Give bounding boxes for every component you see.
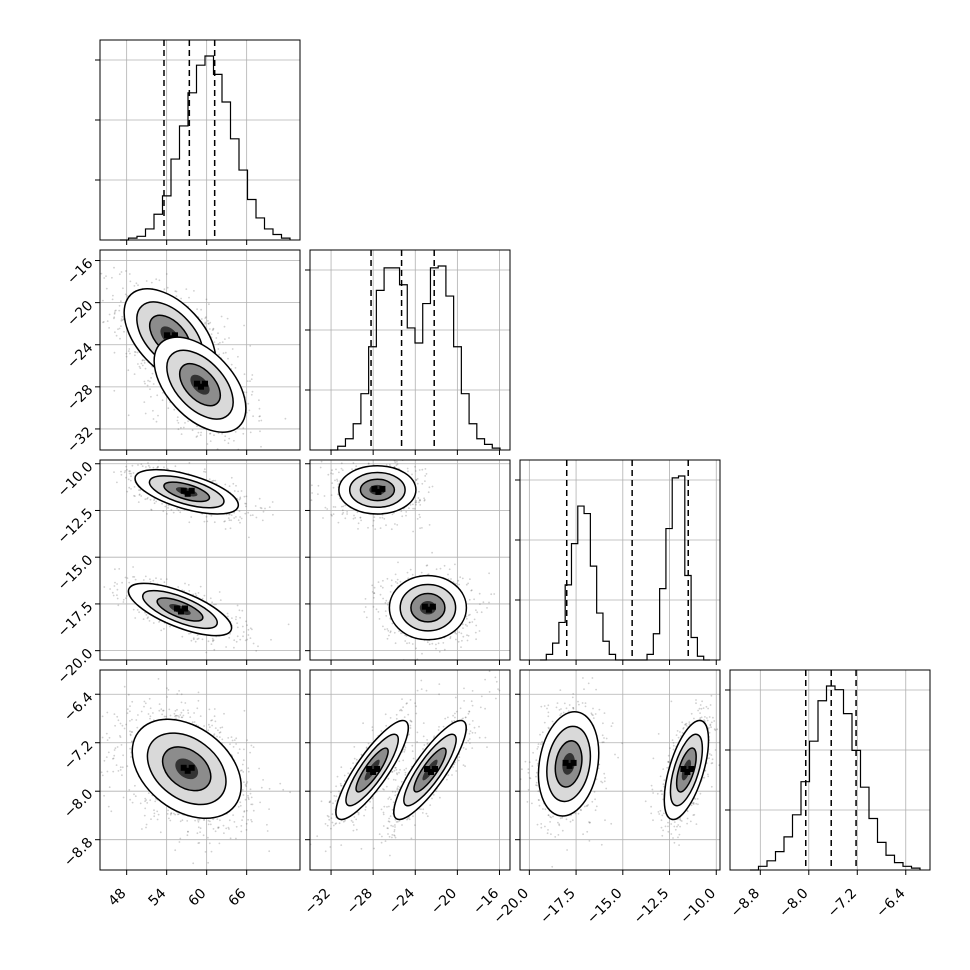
y-tick-label-2-0: −20.0 (55, 646, 97, 688)
panel-frame-2-1 (309, 459, 511, 661)
y-tick-label-2-2: −15.0 (55, 552, 97, 594)
density-panel-3-0 (100, 678, 291, 865)
x-tick-label-0-1: 54 (146, 885, 170, 909)
y-tick-label-3-0: −8.8 (61, 835, 96, 870)
y-tick-label-1-1: −28 (64, 382, 96, 414)
panel-frame-0-0 (99, 39, 301, 241)
histogram-3 (750, 685, 921, 871)
gridlines-0-0 (95, 40, 300, 245)
x-tick-label-0-2: 60 (186, 886, 210, 910)
x-tick-label-1-0: −32 (302, 886, 334, 918)
panel-frame-3-0 (99, 669, 301, 871)
x-tick-label-2-4: −10.0 (677, 886, 719, 928)
x-tick-label-1-1: −28 (344, 886, 376, 918)
gridlines-2-2 (515, 460, 720, 665)
y-tick-label-2-3: −12.5 (55, 506, 97, 548)
histogram-0 (120, 55, 291, 241)
gridlines-1-1 (305, 250, 510, 455)
x-tick-label-3-0: −8.8 (728, 886, 763, 921)
x-tick-label-1-2: −24 (386, 885, 418, 917)
panel-frame-1-1 (309, 249, 511, 451)
y-tick-label-3-2: −7.2 (61, 738, 96, 773)
x-tick-label-0-3: 66 (226, 885, 250, 909)
histogram-2 (540, 475, 710, 661)
y-tick-label-1-4: −16 (64, 256, 96, 288)
gridlines-3-1 (305, 670, 510, 875)
density-panel-3-1 (310, 670, 501, 857)
x-tick-label-2-3: −12.5 (631, 886, 673, 928)
y-tick-label-3-1: −8.0 (61, 786, 96, 821)
y-tick-label-3-3: −6.4 (61, 689, 96, 724)
panel-frame-1-0 (99, 249, 301, 451)
x-tick-label-2-2: −15.0 (584, 886, 626, 928)
y-tick-label-1-0: −32 (64, 424, 96, 456)
x-tick-label-3-1: −8.0 (776, 886, 811, 921)
x-tick-label-1-3: −20 (428, 886, 460, 918)
density-panel-2-0 (100, 460, 290, 654)
density-panel-2-1 (310, 460, 496, 660)
histogram-1 (330, 265, 501, 451)
panel-frame-3-2 (519, 669, 721, 871)
panel-frame-2-0 (99, 459, 301, 661)
density-panel-3-2 (520, 677, 720, 868)
x-tick-label-2-1: −17.5 (537, 886, 579, 928)
panel-frame-2-2 (519, 459, 721, 661)
x-tick-label-3-2: −7.2 (825, 886, 860, 921)
x-tick-label-3-3: −6.4 (873, 885, 908, 920)
x-tick-label-0-0: 48 (106, 886, 130, 910)
y-tick-label-1-3: −20 (64, 298, 96, 330)
panel-frame-3-3 (729, 669, 931, 871)
y-tick-label-2-1: −17.5 (55, 599, 97, 641)
y-tick-label-2-4: −10.0 (55, 459, 97, 501)
panel-frame-3-1 (309, 669, 511, 871)
gridlines-3-3 (725, 670, 930, 875)
y-tick-label-1-2: −24 (64, 340, 96, 372)
density-panel-1-0 (100, 266, 287, 450)
